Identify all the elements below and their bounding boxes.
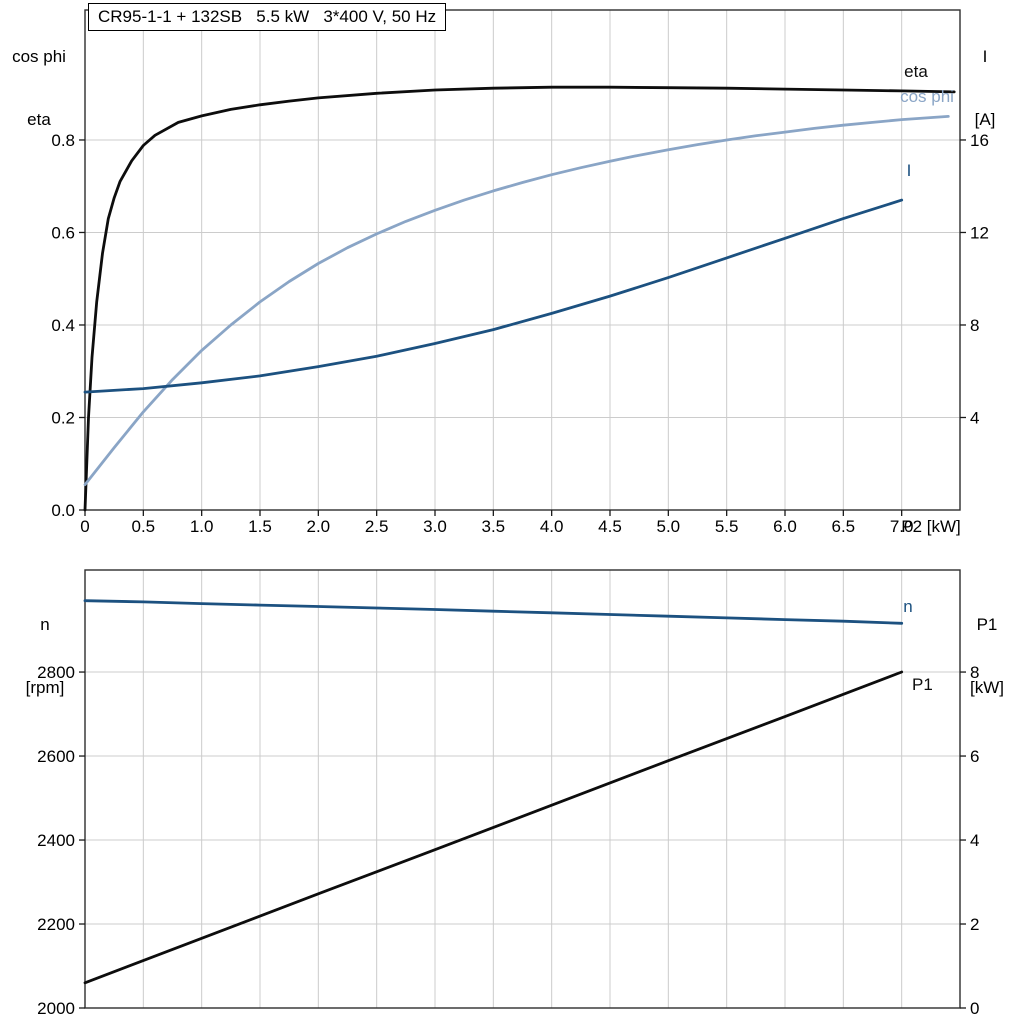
- axis-label-current: I: [982, 47, 988, 66]
- series-eta-label: eta: [904, 62, 928, 81]
- axis-label-cos-phi: cos phi: [12, 47, 66, 66]
- bottom-right-axis-title: P1 [kW]: [958, 572, 1016, 740]
- right-tick-label: 4: [970, 408, 979, 427]
- top-right-axis-title: I [A]: [962, 4, 1008, 172]
- axis-label-p1-unit: [kW]: [970, 678, 1004, 697]
- chart-title: CR95-1-1 + 132SB 5.5 kW 3*400 V, 50 Hz: [88, 3, 447, 31]
- right-tick-label: 2: [970, 915, 979, 934]
- series-p1-label: P1: [912, 675, 933, 694]
- x-tick-label: 2.5: [365, 517, 389, 536]
- series-n-curve: [83, 599, 904, 625]
- x-tick-label: 0.5: [132, 517, 156, 536]
- left-tick-label: 2000: [37, 999, 75, 1018]
- left-tick-label: 0.0: [51, 501, 75, 520]
- series-i-label: I: [907, 161, 912, 180]
- left-tick-label: 2200: [37, 915, 75, 934]
- axis-label-speed: n: [40, 615, 50, 634]
- x-tick-label: 3.5: [482, 517, 506, 536]
- right-tick-label: 8: [970, 663, 979, 682]
- axis-label-current-unit: [A]: [974, 110, 996, 129]
- x-tick-label: 1.5: [248, 517, 272, 536]
- right-tick-label: 0: [970, 999, 979, 1018]
- right-tick-label: 16: [970, 131, 989, 150]
- right-tick-label: 4: [970, 831, 979, 850]
- axis-label-p1: P1: [976, 615, 998, 634]
- series-cos-phi-label: cos phi: [900, 87, 954, 106]
- series-eta-curve: [83, 85, 956, 512]
- x-tick-label: 2.0: [307, 517, 331, 536]
- x-axis-unit-label: P2 [kW]: [901, 517, 961, 536]
- x-tick-label: 4.0: [540, 517, 564, 536]
- left-tick-label: 2600: [37, 747, 75, 766]
- series-p1-curve: [83, 670, 904, 985]
- left-tick-label: 0.8: [51, 131, 75, 150]
- x-tick-label: 5.0: [657, 517, 681, 536]
- x-tick-label: 4.5: [598, 517, 622, 536]
- left-tick-label: 0.4: [51, 316, 75, 335]
- series-n-label: n: [903, 597, 912, 616]
- x-tick-label: 5.5: [715, 517, 739, 536]
- axis-label-eta: eta: [27, 110, 51, 129]
- plot-frame: [84, 9, 961, 511]
- left-tick-label: 0.2: [51, 408, 75, 427]
- top-left-axis-title: cos phi eta: [6, 4, 72, 172]
- left-tick-label: 2400: [37, 831, 75, 850]
- right-tick-label: 8: [970, 316, 979, 335]
- x-tick-label: 3.0: [423, 517, 447, 536]
- x-tick-label: 1.0: [190, 517, 214, 536]
- left-tick-label: 2800: [37, 663, 75, 682]
- series-cos-phi-curve: [83, 115, 950, 486]
- x-tick-label: 6.0: [773, 517, 797, 536]
- right-tick-label: 6: [970, 747, 979, 766]
- left-tick-label: 0.6: [51, 223, 75, 242]
- bottom-left-axis-title: n [rpm]: [14, 572, 76, 740]
- right-tick-label: 12: [970, 223, 989, 242]
- x-tick-label: 6.5: [832, 517, 856, 536]
- x-tick-label: 0: [80, 517, 89, 536]
- axis-label-speed-unit: [rpm]: [25, 678, 65, 697]
- plot-frame: [84, 569, 961, 1009]
- x-tick-label: 7.0: [890, 517, 914, 536]
- series-i-curve: [83, 198, 904, 394]
